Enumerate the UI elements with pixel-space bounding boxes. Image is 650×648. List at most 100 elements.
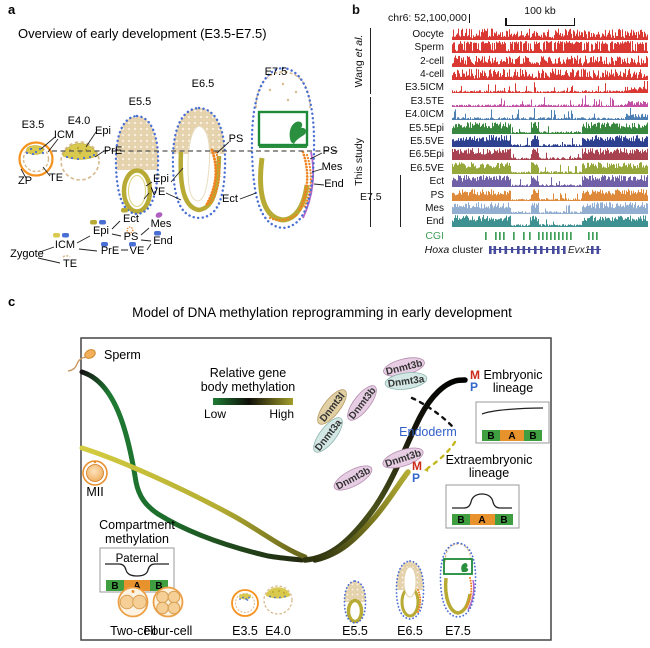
track-row: Mes [348,201,650,214]
stage-e55: E5.5 [342,624,368,638]
e35-embryo-illustration [18,141,54,177]
track-label: PS [430,189,444,201]
stage-four-cell: Four-cell [144,624,193,638]
stage-label-e75: E7.5 [265,66,288,78]
track-signal [452,28,648,40]
stage-e40: E4.0 [265,624,291,638]
panel-c-letter: c [8,294,15,309]
compartment-line2: methylation [105,532,169,546]
panel-c-title: Model of DNA methylation reprogramming i… [132,305,512,320]
this-study-bracket [370,97,371,227]
e75-group-label: E7.5 [360,191,382,203]
tree-node-zygote: Zygote [10,248,44,260]
endoderm-label: Endoderm [399,425,457,439]
stage-two-cell: Two-cell [110,624,156,638]
label-icm: ICM [54,129,74,141]
sperm-methylation-curve [79,369,305,563]
sperm-label: Sperm [104,348,141,362]
track-label: Ect [429,176,444,188]
label-pre: PrE [104,145,122,157]
e40-embryo-icon [263,585,293,615]
track-row: E6.5VE [348,160,650,174]
svg-text:A: A [133,581,140,592]
gene-track-label: Hoxa cluster [424,244,483,256]
track-signal [452,121,648,134]
track-signal [452,161,648,174]
embryonic-lineage-line1: Embryonic [483,368,542,382]
label-mes: Mes [322,161,343,173]
track-label: E6.5Epi [408,149,444,161]
track-signal [452,95,648,107]
e55-embryo-illustration [114,114,160,216]
e75-embryo-icon [439,542,477,618]
endoderm-arrow-to-extraembryonic [426,440,457,470]
scale-bar [505,18,575,26]
e65-embryo-illustration [171,106,227,220]
yellow-arrowhead [424,466,429,472]
compartment-line1: Compartment [99,518,175,532]
extraembryonic-lineage-line2: lineage [469,466,509,480]
extraembryonic-lineage-line1: Extraembryonic [446,453,533,467]
tree-node-ect: Ect [123,213,139,225]
paternal-label: Paternal [116,553,159,565]
track-row: E4.0ICM [348,107,650,121]
track-signal [452,135,648,148]
svg-text:B: B [500,515,507,526]
label-ps2: PS [323,145,338,157]
panel-a-title: Overview of early development (E3.5-E7.5… [18,26,267,41]
lineage-tree: Zygote ICM TE Epi PrE Ect PS VE Mes End [10,208,173,270]
track-label: Mes [425,202,444,214]
stage-label-e65: E6.5 [192,78,215,90]
gene-models: Evx1 [489,245,601,256]
track-row: E3.5TE [348,93,650,107]
track-label: Sperm [414,42,444,54]
label-epi2: Epi [153,173,169,185]
mii-label: MII [86,485,103,499]
allantois-shape [289,121,307,144]
label-te: TE [49,172,63,184]
panel-c: c Model of DNA methylation reprogramming… [8,294,552,641]
track-label: E6.5VE [410,162,444,174]
svg-text:Dnmt3a: Dnmt3a [387,374,425,390]
e75-embryo-illustration [250,66,316,230]
label-ps: PS [229,133,244,145]
track-signal [452,202,648,214]
stage-label-e55: E5.5 [129,96,152,108]
label-zp: ZP [18,175,32,187]
track-row: E5.5VE [348,134,650,148]
legend-gradient-bar [213,398,293,405]
embryonic-compartment-inset: B A B [475,401,550,444]
paternal-compartment-inset: Paternal B A B [99,547,175,593]
four-cell-embryo-icon [152,586,184,618]
track-row: E5.5Epi [348,120,650,134]
tree-node-icm: ICM [55,239,75,251]
endoderm-arrow-from-embryonic [410,396,454,428]
track-signal [452,81,648,94]
panel-b-letter: b [352,2,360,17]
track-label: E5.5VE [410,136,444,148]
track-label: E3.5ICM [405,82,444,94]
maternal-label-embryonic: M [470,368,480,382]
gene-label-evx1: Evx1 [568,245,590,256]
methylation-curves [79,369,468,563]
track-row: 4-cell [348,67,650,81]
two-cell-embryo-icon [117,586,149,618]
methylation-legend: Relative gene body methylation Low High [201,366,296,421]
legend-line2: body methylation [201,380,296,394]
track-label: End [426,216,444,228]
tree-node-epi: Epi [93,225,109,237]
svg-text:B: B [487,431,494,442]
lineage-tree-edges [37,220,152,264]
legend-line1: Relative gene [210,366,286,380]
track-signal [452,68,648,81]
e55-embryo-icon [343,580,367,624]
paternal-label-embryonic: P [470,380,478,394]
label-epi: Epi [95,125,111,137]
legend-low: Low [204,407,226,421]
track-signal [452,55,648,67]
cgi-ticks [485,231,598,240]
track-label: E5.5Epi [408,122,444,134]
label-ve: VE [151,186,166,198]
label-end: End [324,178,344,190]
